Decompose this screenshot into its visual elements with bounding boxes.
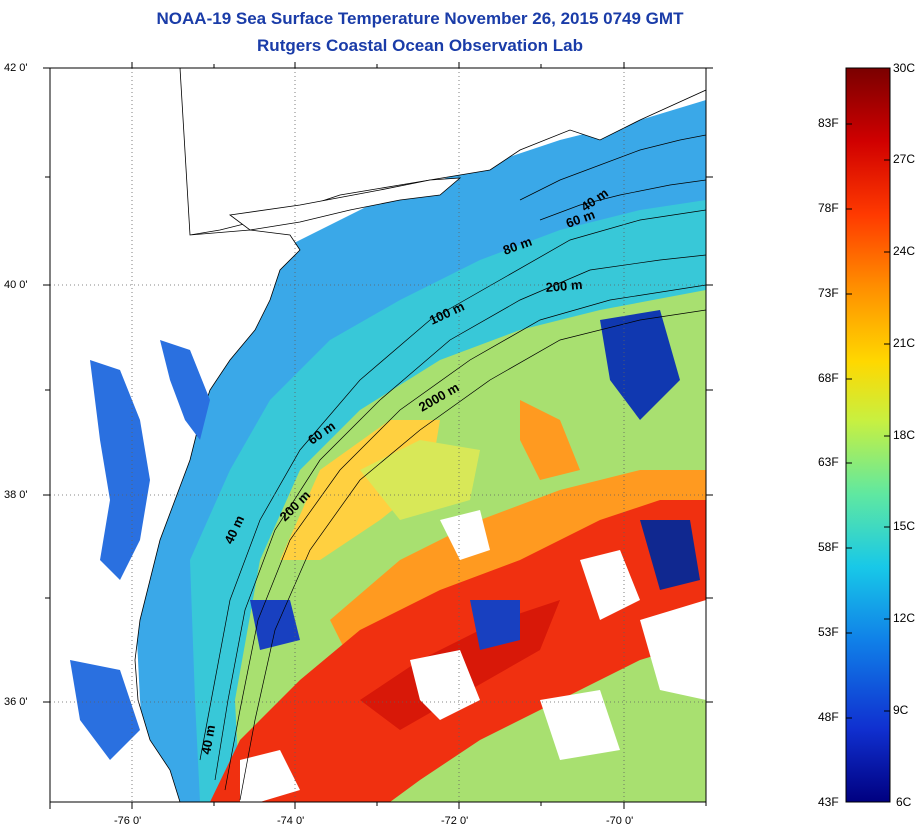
cold-patch: [640, 520, 700, 590]
warm-filament: [520, 400, 580, 480]
eddy-core: [360, 440, 480, 520]
isobath-line: [224, 284, 706, 791]
cold-patch: [600, 310, 680, 420]
cloud-gap: [240, 750, 300, 802]
colorbar: [845, 67, 891, 803]
axis-ticks: [43, 62, 713, 809]
isobath-line: [539, 179, 706, 221]
cloud-gap: [640, 600, 706, 700]
map-border: [49, 67, 707, 803]
cloud-gap: [410, 650, 480, 720]
colorbar-f-label: 78F: [818, 201, 839, 215]
map-title: NOAA-19 Sea Surface Temperature November…: [156, 9, 684, 28]
lon-label: -76 0': [114, 815, 142, 827]
isobath-line: [239, 309, 706, 801]
cloud-gap: [580, 550, 640, 620]
isobath-line: [519, 134, 706, 201]
colorbar-ticks: [846, 123, 890, 719]
delaware-bay: [160, 340, 210, 440]
colorbar-c-label: 27C: [893, 152, 916, 166]
colorbar-c-label: 18C: [893, 428, 916, 442]
colorbar-c-label: 15C: [893, 519, 916, 533]
chesapeake-bay: [90, 360, 150, 580]
colorbar-c-label: 30C: [893, 61, 916, 75]
cold-patch: [250, 600, 300, 650]
colorbar-c-label: 12C: [893, 611, 916, 625]
isobath-line: [199, 209, 706, 761]
mainland-land: [50, 68, 301, 802]
isobath-label: 40 m: [198, 724, 218, 756]
cold-patch: [470, 600, 520, 650]
colorbar-f-label: 73F: [818, 286, 839, 300]
colorbar-f-label: 83F: [818, 116, 839, 130]
lat-label: 40 0': [4, 279, 28, 291]
lat-label: 42 0': [4, 62, 28, 74]
graticule: [50, 68, 706, 802]
colorbar-c-label: 6C: [896, 795, 912, 809]
isobath-label: 200 m: [545, 277, 583, 295]
map-subtitle: Rutgers Coastal Ocean Observation Lab: [257, 36, 583, 55]
colorbar-c-label: 9C: [893, 703, 909, 717]
colorbar-f-label: 58F: [818, 540, 839, 554]
lon-label: -74 0': [277, 815, 305, 827]
cloud-gap: [540, 690, 620, 760]
colorbar-c-label: 24C: [893, 244, 916, 258]
lon-label: -72 0': [441, 815, 469, 827]
colorbar-f-label: 63F: [818, 455, 839, 469]
lon-label: -70 0': [606, 815, 634, 827]
colorbar-c-label: 21C: [893, 336, 916, 350]
colorbar-f-label: 68F: [818, 371, 839, 385]
colorbar-f-label: 43F: [818, 795, 839, 809]
colorbar-f-label: 53F: [818, 625, 839, 639]
isobath-line: [214, 254, 706, 781]
long-island: [228, 177, 462, 231]
cloud-gap: [440, 510, 490, 560]
colorbar-f-label: 48F: [818, 710, 839, 724]
pamlico-sound: [70, 660, 140, 760]
lat-label: 36 0': [4, 696, 28, 708]
map-content: 40 m 60 m 80 m 200 m 100 m 2000 m 60 m 2…: [50, 68, 706, 802]
lat-label: 38 0': [4, 489, 28, 501]
